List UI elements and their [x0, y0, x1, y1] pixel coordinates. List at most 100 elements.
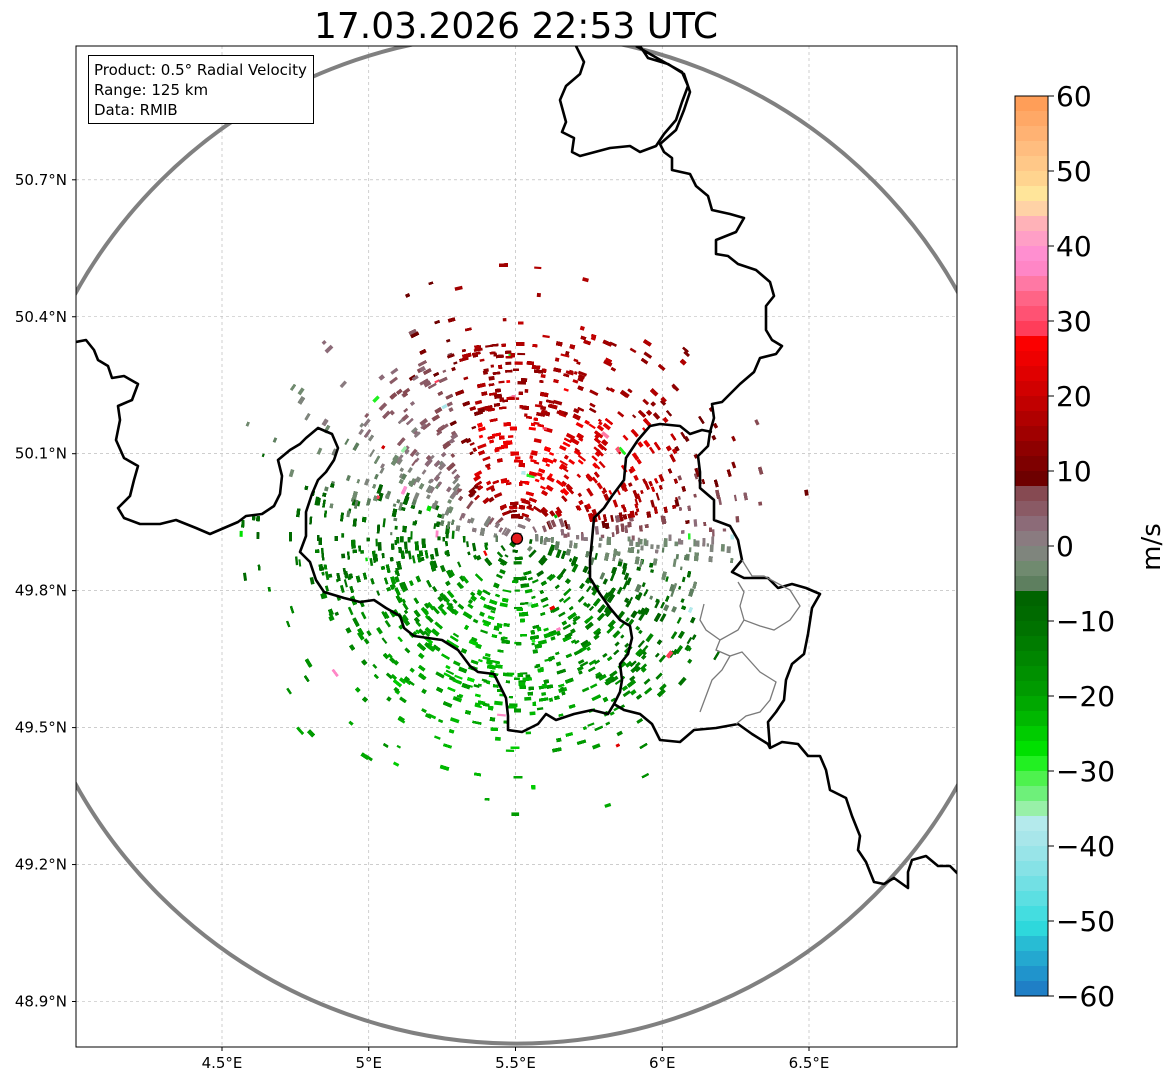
- echo-gate: [680, 539, 684, 545]
- echo-gate: [634, 498, 639, 506]
- echo-gate: [575, 534, 580, 540]
- echo-gate: [412, 492, 420, 502]
- echo-gate: [539, 485, 547, 491]
- echo-gate: [638, 611, 646, 621]
- echo-gate: [324, 585, 330, 592]
- echo-gate: [640, 663, 648, 671]
- echo-gate: [537, 639, 548, 646]
- echo-gate: [375, 538, 378, 547]
- echo-gate: [500, 545, 506, 552]
- echo-gate: [711, 536, 715, 545]
- echo-gate: [493, 492, 503, 499]
- echo-gate: [616, 586, 623, 595]
- echo-gate: [587, 722, 595, 727]
- echo-gate: [316, 447, 323, 455]
- echo-gate: [341, 533, 345, 538]
- echo-gate: [595, 671, 602, 677]
- echo-gate: [385, 672, 393, 680]
- echo-gate: [456, 694, 463, 699]
- echo-gate: [643, 687, 653, 695]
- echo-gate: [394, 576, 400, 583]
- echo-gate: [441, 404, 448, 410]
- echo-gate: [637, 441, 644, 448]
- echo-gate: [563, 388, 569, 392]
- echo-gate: [576, 473, 582, 479]
- echo-gate: [421, 469, 427, 475]
- echo-gate: [449, 717, 460, 724]
- echo-gate: [643, 351, 653, 359]
- echo-gate: [532, 526, 538, 533]
- echo-gate: [477, 443, 487, 450]
- echo-gate: [652, 412, 661, 420]
- echo-gate: [469, 441, 475, 447]
- echo-gate: [451, 366, 456, 372]
- echo-gate: [500, 477, 508, 482]
- echo-gate: [463, 376, 469, 381]
- echo-gate: [634, 666, 642, 673]
- echo-gate: [446, 601, 454, 610]
- echo-gate: [693, 519, 698, 527]
- echo-gate: [324, 571, 330, 581]
- echo-gate: [501, 527, 508, 536]
- echo-gate: [718, 497, 722, 506]
- echo-gate: [633, 474, 639, 482]
- echo-gate: [445, 669, 455, 676]
- echo-gate: [429, 454, 435, 460]
- echo-gate: [377, 542, 382, 551]
- echo-gate: [674, 499, 680, 507]
- echo-gate: [580, 533, 584, 541]
- echo-gate: [288, 469, 295, 478]
- echo-gate: [642, 398, 650, 406]
- echo-gate: [445, 532, 449, 539]
- echo-gate: [754, 419, 760, 426]
- echo-gate: [542, 334, 550, 339]
- echo-gate: [482, 456, 491, 462]
- echo-gate: [536, 472, 543, 477]
- echo-gate: [272, 437, 278, 443]
- echo-gate: [594, 552, 598, 560]
- echo-gate: [565, 432, 576, 441]
- echo-gate: [532, 649, 539, 654]
- echo-gate: [536, 292, 541, 298]
- echo-gate: [410, 426, 418, 434]
- echo-gate: [479, 611, 485, 617]
- echo-gate: [479, 358, 485, 362]
- echo-gate: [604, 802, 612, 808]
- echo-gate: [709, 544, 714, 553]
- echo-gate: [631, 535, 635, 541]
- echo-gate: [451, 530, 455, 539]
- map-area: [76, 46, 957, 1047]
- echo-gate: [563, 533, 568, 538]
- echo-gate: [548, 473, 554, 478]
- echo-gate: [663, 604, 670, 612]
- echo-gate: [482, 656, 491, 661]
- echo-gate: [558, 597, 565, 603]
- echo-gate: [589, 683, 598, 689]
- echo-gate: [378, 402, 388, 412]
- echo-gate: [670, 588, 676, 598]
- echo-gate: [449, 602, 454, 607]
- echo-gate: [403, 541, 408, 550]
- echo-gate: [502, 589, 512, 593]
- echo-gate: [407, 467, 413, 474]
- echo-gate: [648, 446, 655, 454]
- echo-gate: [478, 434, 484, 439]
- echo-gate: [347, 606, 354, 616]
- echo-gate: [658, 473, 665, 483]
- echo-gate: [408, 374, 417, 382]
- echo-gate: [452, 632, 460, 638]
- echo-gate: [502, 318, 507, 322]
- echo-gate: [636, 566, 642, 572]
- echo-gate: [680, 598, 685, 603]
- echo-gate: [661, 547, 665, 553]
- echo-gate: [594, 526, 600, 535]
- echo-gate: [559, 459, 568, 467]
- echo-gate: [542, 603, 549, 608]
- echo-gate: [643, 678, 651, 685]
- echo-gate: [582, 601, 588, 607]
- echo-gate: [643, 538, 647, 546]
- echo-gate: [392, 503, 397, 508]
- echo-gate: [524, 696, 532, 701]
- echo-gate: [450, 453, 456, 458]
- echo-gate: [726, 546, 731, 554]
